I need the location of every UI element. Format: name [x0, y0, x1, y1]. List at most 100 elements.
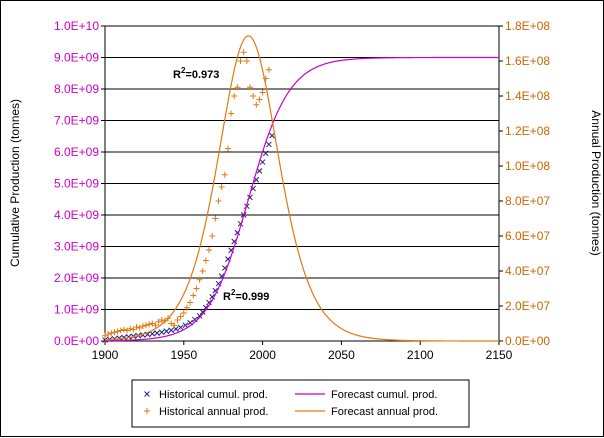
- data-point-plus: [246, 84, 253, 91]
- legend-label: Forecast cumul. prod.: [331, 389, 437, 401]
- grid-lines: [105, 57, 499, 310]
- right-axis-title: Annual Production (tonnes): [589, 110, 603, 255]
- x-tick-label: 2100: [407, 348, 434, 362]
- legend-item: Historical annual prod.: [144, 406, 268, 418]
- data-point-plus: [133, 324, 140, 330]
- r-squared-label: R2=0.999: [223, 288, 269, 303]
- data-point-x: [177, 324, 184, 331]
- forecast-cumulative-line: [105, 56, 499, 342]
- data-point-x: [266, 141, 272, 148]
- data-point-plus: [190, 292, 197, 299]
- data-point-x: [206, 299, 212, 306]
- left-tick-label: 4.0E+09: [54, 208, 99, 222]
- data-point-plus: [171, 322, 178, 329]
- right-tick-label: 1.2E+08: [505, 124, 550, 138]
- data-point-plus: [158, 317, 165, 323]
- data-point-x: [125, 334, 132, 340]
- data-point-plus: [256, 96, 263, 103]
- data-point-plus: [187, 299, 194, 306]
- left-tick-label: 5.0E+09: [54, 177, 99, 191]
- data-point-plus: [142, 322, 149, 329]
- r-squared-label: R2=0.973: [173, 66, 219, 81]
- data-point-plus: [152, 322, 159, 329]
- data-point-plus: [209, 233, 216, 239]
- x-tick-label: 2150: [486, 348, 513, 362]
- data-point-plus: [127, 325, 134, 332]
- legend-box: [131, 379, 470, 428]
- data-point-plus: [206, 247, 213, 253]
- data-point-plus: [155, 318, 162, 325]
- right-tick-label: 1.0E+08: [505, 159, 550, 173]
- data-point-plus: [202, 257, 209, 264]
- legend-label: Forecast annual prod.: [331, 406, 438, 418]
- data-point-x: [154, 330, 160, 336]
- data-point-plus: [224, 145, 231, 152]
- data-point-x: [262, 150, 269, 157]
- annotations: R2=0.973 R2=0.999: [173, 66, 269, 303]
- right-tick-label: 1.4E+08: [505, 89, 550, 103]
- left-tick-label: 3.0E+09: [54, 240, 99, 254]
- left-tick-label: 7.0E+09: [54, 114, 99, 128]
- data-point-plus: [237, 58, 244, 64]
- data-point-plus: [253, 101, 260, 108]
- right-tick-label: 2.0E+07: [505, 299, 550, 313]
- data-point-x: [102, 337, 108, 343]
- data-point-plus: [124, 327, 131, 334]
- series-layer: [102, 35, 499, 343]
- left-tick-label: 1.0E+09: [54, 303, 99, 317]
- left-tick-label: 6.0E+09: [54, 145, 99, 159]
- right-tick-label: 8.0E+07: [505, 194, 550, 208]
- historical-annual-points: [102, 49, 272, 339]
- data-point-plus: [228, 110, 235, 117]
- data-point-plus: [231, 93, 238, 99]
- x-axis-ticks: 1900 1950 2000 2050 2100 2150: [92, 341, 513, 362]
- legend-item: Historical cumul. prod.: [144, 389, 268, 401]
- data-point-plus: [262, 75, 269, 82]
- left-tick-label: 0.0E+00: [54, 334, 99, 348]
- right-tick-label: 0.0E+00: [505, 334, 550, 348]
- data-point-plus: [234, 84, 241, 91]
- x-tick-label: 2000: [249, 348, 276, 362]
- right-axis-ticks: 0.0E+00 2.0E+07 4.0E+07 6.0E+07 8.0E+07 1.0E+…: [499, 19, 550, 348]
- data-point-plus: [114, 328, 121, 335]
- data-point-plus: [120, 326, 127, 333]
- data-point-plus: [180, 310, 187, 316]
- data-point-plus: [136, 324, 143, 331]
- legend-label: Historical cumul. prod.: [159, 389, 268, 401]
- data-point-plus: [212, 215, 219, 222]
- legend-label: Historical annual prod.: [159, 406, 268, 418]
- data-point-plus: [177, 313, 184, 320]
- data-point-plus: [102, 332, 108, 339]
- data-point-plus: [117, 327, 124, 334]
- data-point-plus: [199, 268, 206, 274]
- data-point-plus: [218, 184, 225, 190]
- data-point-x: [149, 330, 156, 337]
- data-point-x: [199, 309, 206, 315]
- data-point-x: [168, 327, 175, 334]
- legend-item: Forecast cumul. prod.: [295, 389, 437, 401]
- data-point-plus: [144, 408, 150, 414]
- data-point-plus: [240, 49, 247, 56]
- x-tick-label: 1950: [170, 348, 197, 362]
- data-point-plus: [250, 93, 257, 99]
- data-point-plus: [146, 321, 153, 328]
- historical-cumulative-points: [102, 132, 275, 343]
- data-point-plus: [221, 171, 228, 178]
- data-point-x: [116, 335, 123, 342]
- data-point-plus: [259, 89, 266, 96]
- legend: Historical cumul. prod. Forecast cumul. p…: [131, 379, 470, 428]
- data-point-x: [121, 334, 127, 341]
- data-point-x: [163, 328, 170, 335]
- x-tick-label: 2050: [328, 348, 355, 362]
- right-tick-label: 1.6E+08: [505, 54, 550, 68]
- data-point-plus: [215, 198, 222, 204]
- x-tick-label: 1900: [92, 348, 119, 362]
- data-point-x: [158, 329, 165, 336]
- right-tick-label: 4.0E+07: [505, 264, 550, 278]
- data-point-plus: [196, 276, 203, 283]
- left-axis-title: Cumulative Production (tonnes): [8, 99, 22, 267]
- data-point-plus: [265, 66, 272, 73]
- left-tick-label: 2.0E+09: [54, 271, 99, 285]
